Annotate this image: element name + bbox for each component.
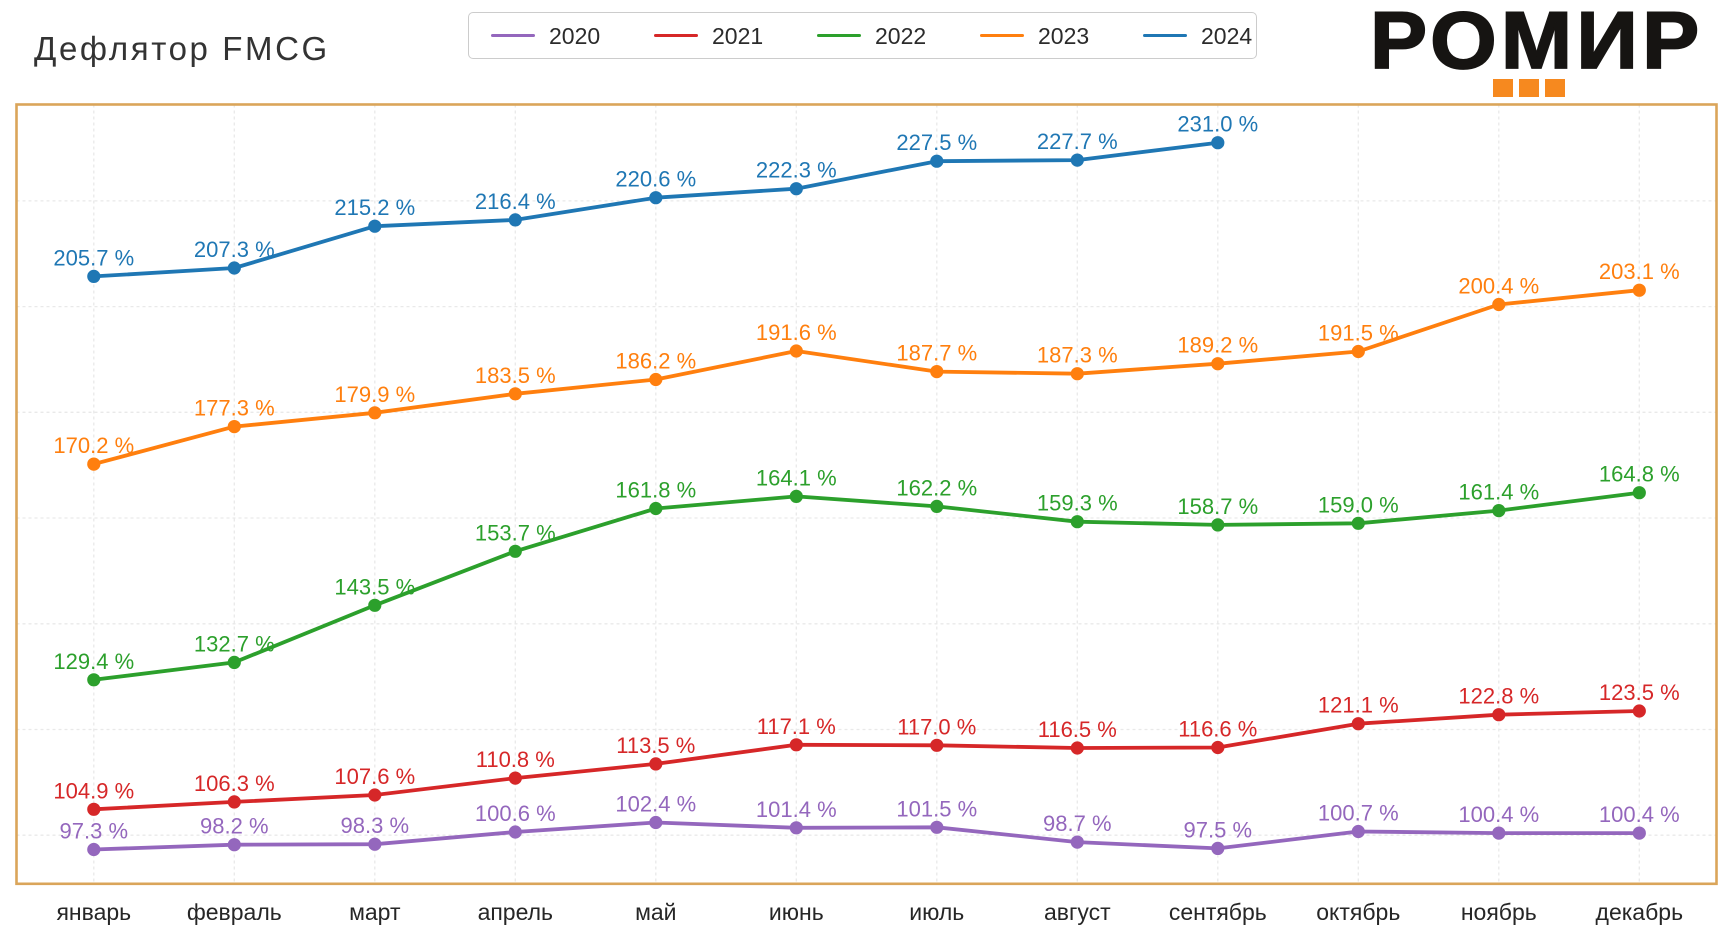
svg-text:162.2 %: 162.2 % <box>896 475 977 500</box>
svg-text:200.4 %: 200.4 % <box>1458 274 1539 299</box>
svg-text:170.2 %: 170.2 % <box>53 433 134 458</box>
svg-text:161.4 %: 161.4 % <box>1458 480 1539 505</box>
svg-text:159.0 %: 159.0 % <box>1318 492 1399 517</box>
svg-text:100.4 %: 100.4 % <box>1599 802 1680 827</box>
svg-text:222.3 %: 222.3 % <box>756 158 837 183</box>
svg-text:98.2 %: 98.2 % <box>200 814 269 839</box>
svg-text:227.5 %: 227.5 % <box>896 130 977 155</box>
svg-text:164.8 %: 164.8 % <box>1599 462 1680 487</box>
svg-text:191.6 %: 191.6 % <box>756 320 837 345</box>
svg-text:220.6 %: 220.6 % <box>615 167 696 192</box>
svg-text:189.2 %: 189.2 % <box>1177 333 1258 358</box>
svg-text:207.3 %: 207.3 % <box>194 237 275 262</box>
svg-text:декабрь: декабрь <box>1596 899 1684 925</box>
svg-text:205.7 %: 205.7 % <box>53 245 134 270</box>
svg-text:март: март <box>349 899 401 925</box>
svg-text:159.3 %: 159.3 % <box>1037 491 1118 516</box>
svg-text:158.7 %: 158.7 % <box>1177 494 1258 519</box>
svg-text:100.7 %: 100.7 % <box>1318 801 1399 826</box>
svg-text:153.7 %: 153.7 % <box>475 520 556 545</box>
svg-text:117.0 %: 117.0 % <box>897 714 976 739</box>
svg-text:113.5 %: 113.5 % <box>616 733 695 758</box>
svg-text:186.2 %: 186.2 % <box>615 349 696 374</box>
svg-text:август: август <box>1044 899 1111 925</box>
svg-text:187.3 %: 187.3 % <box>1037 343 1118 368</box>
svg-text:97.3 %: 97.3 % <box>60 819 129 844</box>
svg-text:164.1 %: 164.1 % <box>756 465 837 490</box>
svg-text:сентябрь: сентябрь <box>1169 899 1267 925</box>
svg-text:183.5 %: 183.5 % <box>475 363 556 388</box>
svg-text:179.9 %: 179.9 % <box>334 382 415 407</box>
svg-text:110.8 %: 110.8 % <box>476 747 555 772</box>
svg-text:231.0 %: 231.0 % <box>1177 112 1258 137</box>
svg-text:116.6 %: 116.6 % <box>1178 717 1257 742</box>
svg-text:121.1 %: 121.1 % <box>1318 693 1399 718</box>
svg-text:ноябрь: ноябрь <box>1461 899 1537 925</box>
svg-text:122.8 %: 122.8 % <box>1458 684 1539 709</box>
svg-text:117.1 %: 117.1 % <box>757 714 836 739</box>
svg-text:116.5 %: 116.5 % <box>1038 717 1117 742</box>
svg-text:июнь: июнь <box>769 899 824 925</box>
svg-text:100.4 %: 100.4 % <box>1458 802 1539 827</box>
svg-text:107.6 %: 107.6 % <box>334 764 415 789</box>
svg-text:101.5 %: 101.5 % <box>896 796 977 821</box>
svg-text:161.8 %: 161.8 % <box>615 478 696 503</box>
svg-text:129.4 %: 129.4 % <box>53 649 134 674</box>
svg-text:216.4 %: 216.4 % <box>475 189 556 214</box>
svg-text:98.7 %: 98.7 % <box>1043 811 1112 836</box>
svg-text:215.2 %: 215.2 % <box>334 195 415 220</box>
svg-text:октябрь: октябрь <box>1316 899 1400 925</box>
svg-text:апрель: апрель <box>478 899 553 925</box>
svg-text:101.4 %: 101.4 % <box>756 797 837 822</box>
svg-text:97.5 %: 97.5 % <box>1184 817 1253 842</box>
svg-text:123.5 %: 123.5 % <box>1599 680 1680 705</box>
svg-text:132.7 %: 132.7 % <box>194 631 275 656</box>
svg-text:203.1 %: 203.1 % <box>1599 259 1680 284</box>
svg-text:98.3 %: 98.3 % <box>341 813 410 838</box>
svg-text:январь: январь <box>56 899 131 925</box>
svg-text:100.6 %: 100.6 % <box>475 801 556 826</box>
svg-text:187.7 %: 187.7 % <box>896 341 977 366</box>
svg-text:143.5 %: 143.5 % <box>334 574 415 599</box>
svg-text:102.4 %: 102.4 % <box>615 792 696 817</box>
svg-text:февраль: февраль <box>187 899 282 925</box>
svg-text:июль: июль <box>909 899 964 925</box>
svg-text:227.7 %: 227.7 % <box>1037 129 1118 154</box>
svg-text:104.9 %: 104.9 % <box>53 778 134 803</box>
svg-text:191.5 %: 191.5 % <box>1318 321 1399 346</box>
svg-text:177.3 %: 177.3 % <box>194 396 275 421</box>
svg-text:106.3 %: 106.3 % <box>194 771 275 796</box>
svg-text:май: май <box>635 899 676 925</box>
